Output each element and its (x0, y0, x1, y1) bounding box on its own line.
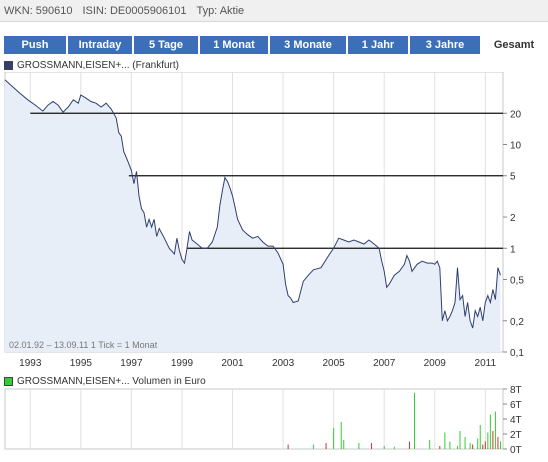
tab-1-monat[interactable]: 1 Monat (200, 36, 268, 54)
isin-label: ISIN: DE0005906101 (82, 4, 187, 17)
price-x-tick-label: 1995 (70, 358, 93, 369)
tab-1-jahr[interactable]: 1 Jahr (348, 36, 408, 54)
tab-intraday[interactable]: Intraday (68, 36, 132, 54)
price-y-tick-label: 2 (510, 213, 516, 224)
tab-5-tage[interactable]: 5 Tage (134, 36, 198, 54)
volume-y-tick-label: 8T (510, 386, 522, 396)
volume-y-tick-label: 6T (510, 400, 522, 411)
price-x-tick-label: 2003 (272, 358, 295, 369)
price-chart: 1993 1995 1997 1999 2001 2003 2005 2007 2009 2011… (4, 72, 524, 369)
price-x-tick-label: 1993 (19, 358, 42, 369)
price-y-tick-label: 0,2 (510, 317, 524, 328)
price-area (5, 79, 501, 353)
volume-plot-frame (4, 388, 504, 450)
security-info-bar: WKN: 590610 ISIN: DE0005906101 Typ: Akti… (0, 0, 548, 22)
price-x-tick-label: 2011 (475, 358, 497, 369)
price-footnote: 02.01.92 – 13.09.11 1 Tick = 1 Monat (9, 340, 158, 350)
tab-3-monate[interactable]: 3 Monate (270, 36, 346, 54)
price-legend-swatch (4, 60, 13, 70)
price-y-tick-label: 10 (510, 141, 522, 152)
tab-gesamt[interactable]: Gesamt (482, 36, 546, 54)
tab-3-jahre[interactable]: 3 Jahre (410, 36, 480, 54)
volume-legend-label: GROSSMANN,EISEN+... Volumen in Euro (17, 375, 206, 387)
price-y-tick-label: 20 (510, 109, 522, 120)
price-y-tick-label: 5 (510, 172, 516, 183)
wkn-label: WKN: 590610 (4, 4, 73, 17)
volume-y-tick-label: 2T (510, 430, 522, 441)
price-x-tick-label: 2009 (424, 358, 447, 369)
volume-y-tick-label: 0T (510, 445, 522, 456)
volume-chart: 8T 6T 4T 2T 0T (4, 386, 522, 456)
price-legend-label: GROSSMANN,EISEN+... (Frankfurt) (17, 59, 179, 71)
price-y-tick-label: 1 (510, 244, 516, 255)
price-y-tick-label: 0,5 (510, 275, 524, 286)
type-label: Typ: Aktie (196, 4, 245, 17)
price-x-tick-label: 2005 (323, 358, 346, 369)
volume-y-tick-label: 4T (510, 415, 522, 426)
price-x-tick-label: 1999 (171, 358, 194, 369)
price-x-tick-label: 2001 (221, 358, 244, 369)
price-x-tick-label: 2007 (373, 358, 396, 369)
tab-push[interactable]: Push (4, 36, 66, 54)
volume-legend: GROSSMANN,EISEN+... Volumen in Euro (4, 375, 206, 387)
price-legend: GROSSMANN,EISEN+... (Frankfurt) (4, 59, 179, 71)
price-x-tick-label: 1997 (120, 358, 143, 369)
price-series-line (4, 79, 501, 329)
price-y-tick-label: 0,1 (510, 348, 524, 359)
timeframe-tabs: Push Intraday 5 Tage 1 Monat 3 Monate 1 Jahr 3… (4, 36, 546, 54)
volume-legend-swatch (4, 376, 13, 386)
